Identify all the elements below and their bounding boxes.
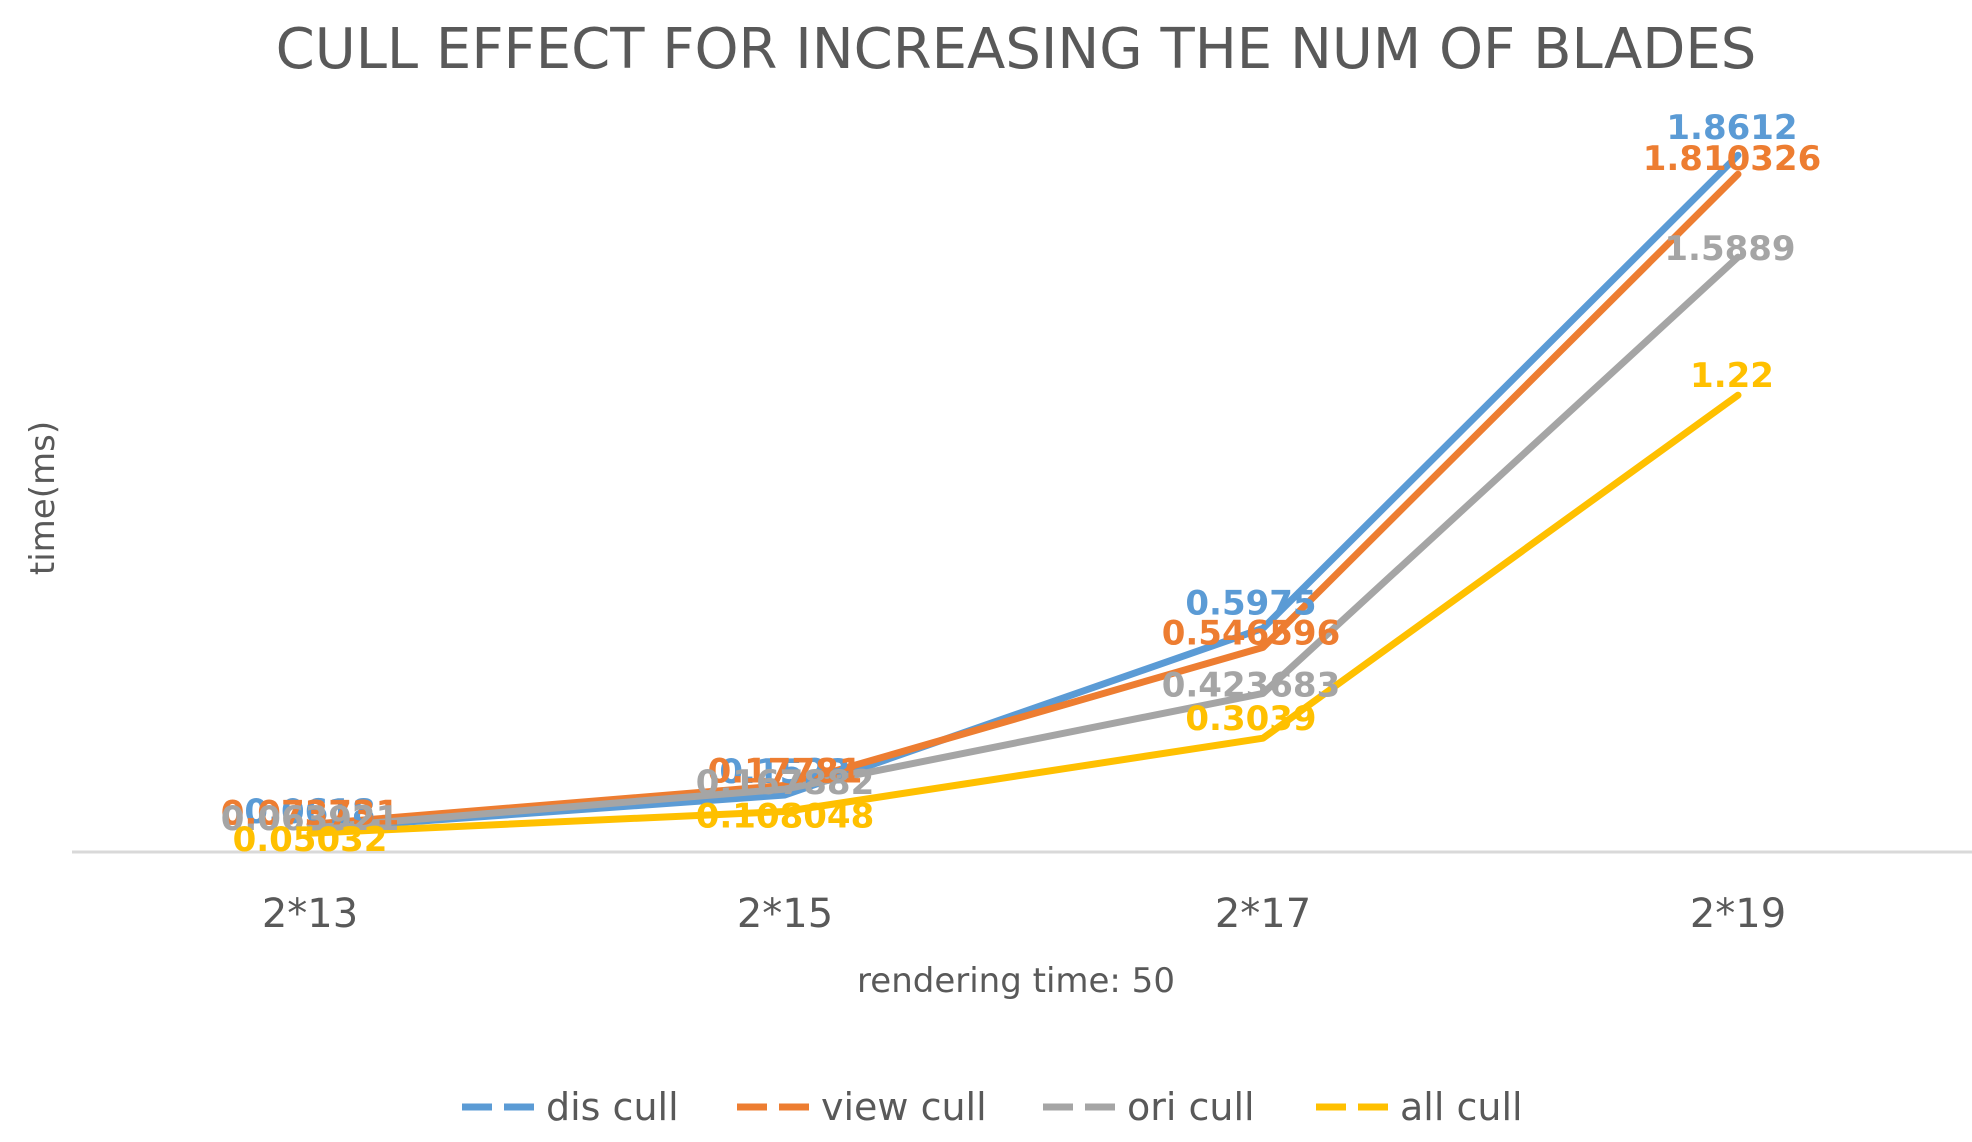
data-label: 0.423683 bbox=[1162, 665, 1341, 705]
x-tick-label: 2*15 bbox=[737, 891, 833, 937]
legend-label: dis cull bbox=[546, 1085, 679, 1129]
legend: dis cull view cull ori cull all cull bbox=[462, 1085, 1523, 1129]
data-label: 0.063921 bbox=[221, 799, 400, 839]
data-label: 1.810326 bbox=[1643, 139, 1822, 179]
legend-item-view-cull: view cull bbox=[737, 1085, 987, 1129]
data-label: 0.17781 bbox=[708, 751, 863, 791]
legend-item-all-cull: all cull bbox=[1316, 1085, 1523, 1129]
data-labels: 0.06180.15230.59751.86120.0737310.177810… bbox=[221, 108, 1822, 860]
data-label: 0.05032 bbox=[233, 820, 388, 860]
data-label: 0.3039 bbox=[1185, 699, 1316, 739]
data-label: 1.5889 bbox=[1664, 229, 1795, 269]
series-line-view-cull bbox=[306, 170, 1742, 828]
series-lines bbox=[306, 151, 1742, 837]
x-tick-label: 2*13 bbox=[262, 891, 358, 937]
data-label: 0.5975 bbox=[1185, 583, 1316, 623]
data-label: 0.108048 bbox=[696, 797, 875, 837]
data-label: 1.22 bbox=[1690, 356, 1774, 396]
legend-label: view cull bbox=[821, 1085, 987, 1129]
x-axis-title: rendering time: 50 bbox=[857, 961, 1175, 1001]
series-line-ori-cull bbox=[306, 253, 1742, 832]
legend-item-dis-cull: dis cull bbox=[462, 1085, 679, 1129]
series-line-all-cull bbox=[306, 391, 1742, 837]
series-line-dis-cull bbox=[306, 151, 1742, 833]
data-label: 0.167882 bbox=[696, 763, 875, 803]
data-label: 0.073731 bbox=[221, 793, 400, 833]
y-axis-title: time(ms) bbox=[23, 421, 63, 575]
legend-label: ori cull bbox=[1127, 1085, 1255, 1129]
x-tick-label: 2*19 bbox=[1690, 891, 1786, 937]
x-tick-label: 2*17 bbox=[1215, 891, 1311, 937]
data-label: 1.8612 bbox=[1666, 108, 1797, 148]
data-label: 0.546596 bbox=[1162, 613, 1341, 653]
data-label: 0.0618 bbox=[244, 792, 375, 832]
legend-item-ori-cull: ori cull bbox=[1043, 1085, 1255, 1129]
legend-label: all cull bbox=[1400, 1085, 1523, 1129]
chart-title: CULL EFFECT FOR INCREASING THE NUM OF BL… bbox=[276, 17, 1757, 82]
x-axis-ticks: 2*13 2*15 2*17 2*19 bbox=[262, 891, 1786, 937]
data-label: 0.1523 bbox=[719, 752, 850, 792]
